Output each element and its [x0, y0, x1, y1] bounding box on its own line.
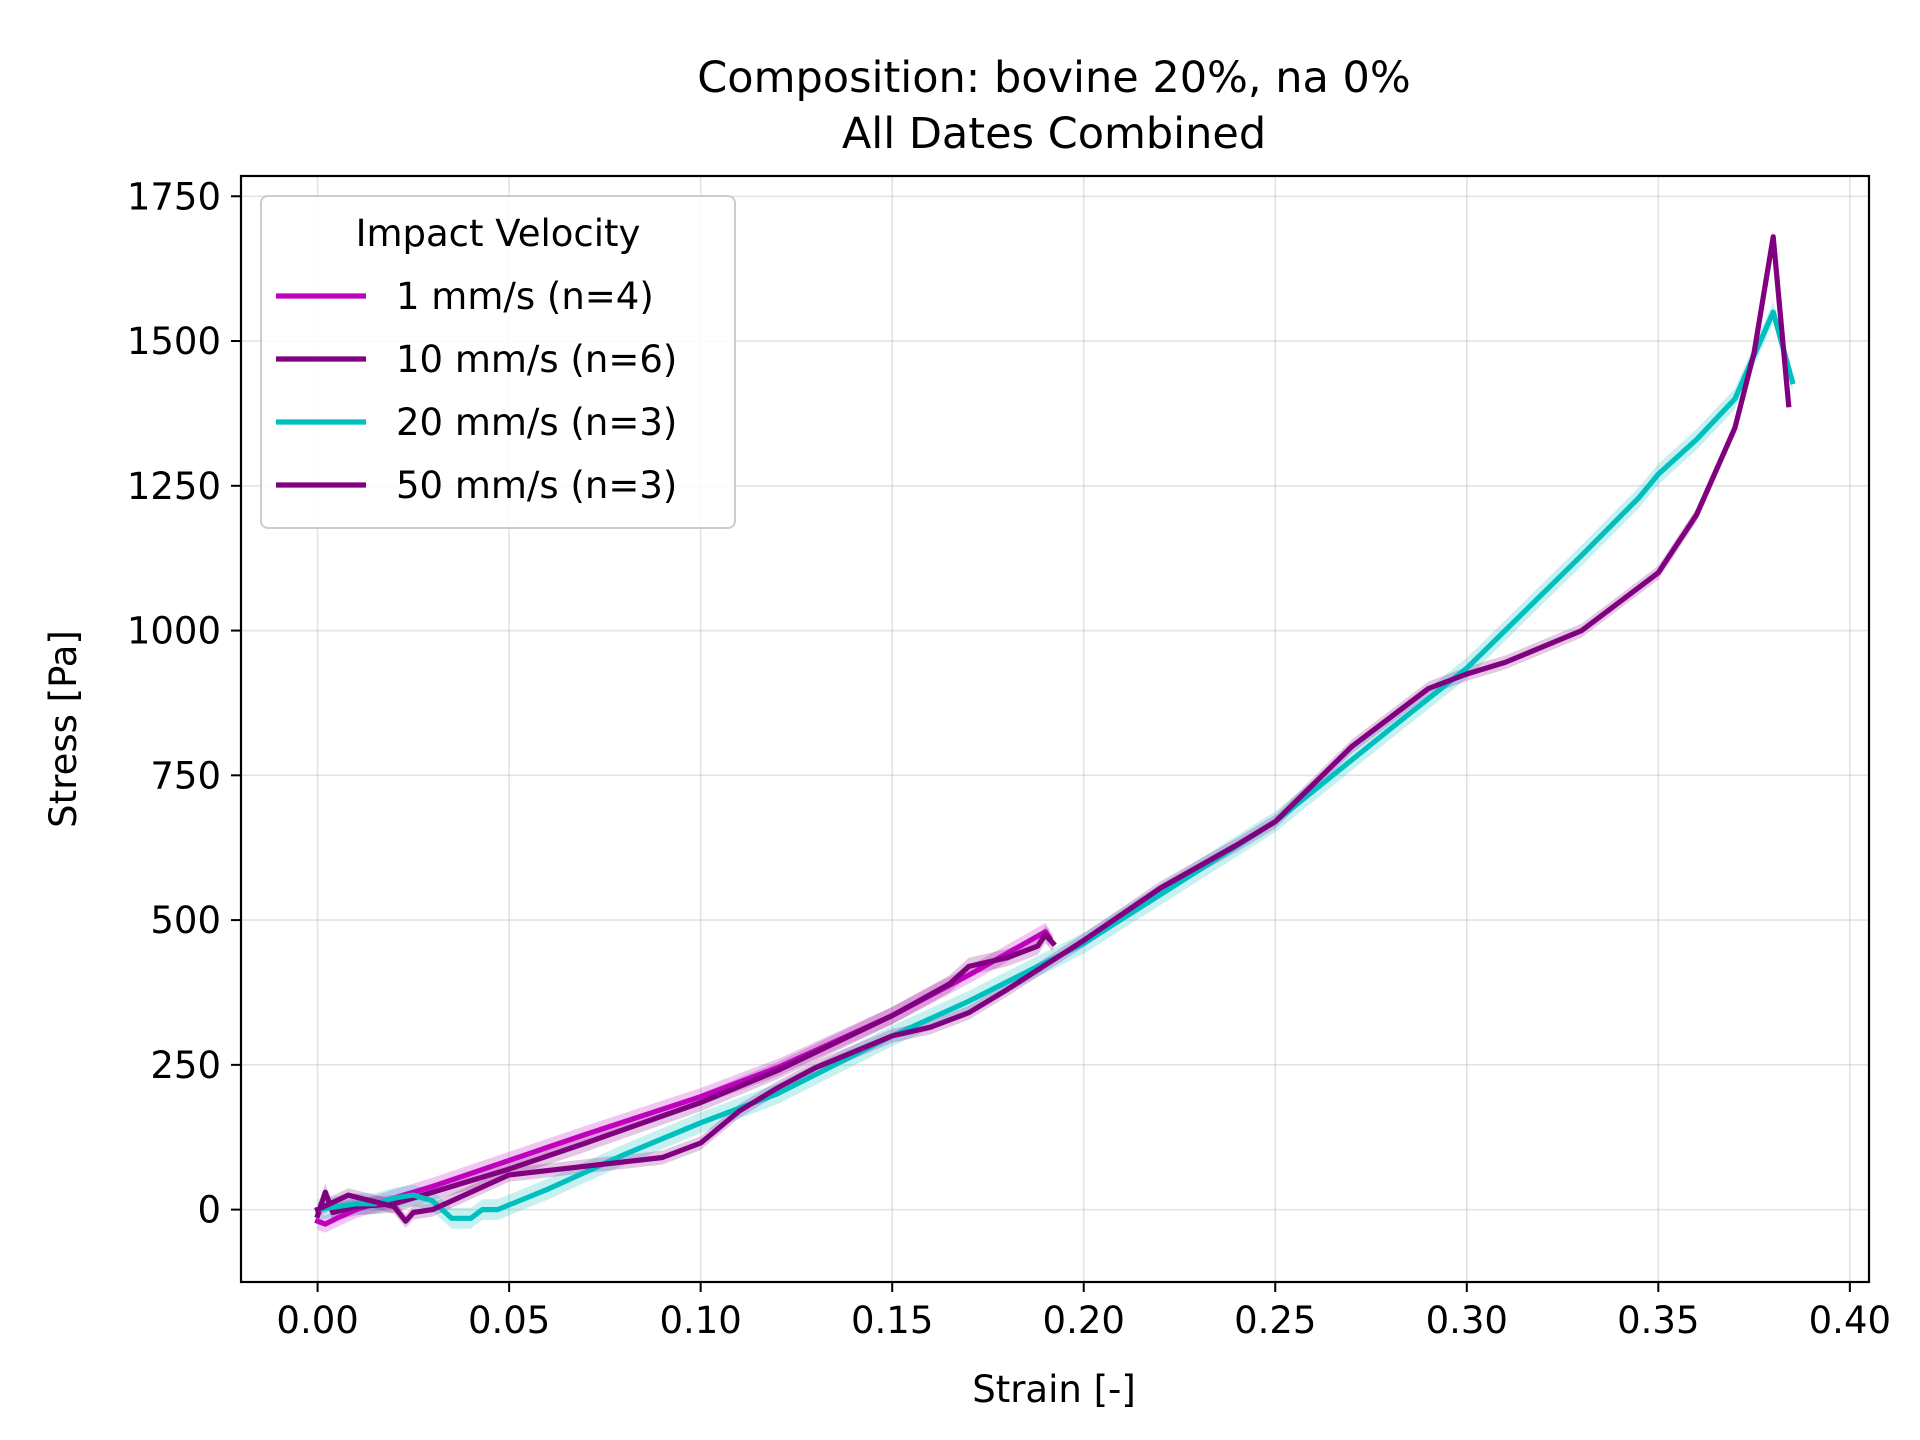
- x-axis-label: Strain [-]: [972, 1368, 1136, 1411]
- x-tick-label: 0.00: [276, 1299, 358, 1342]
- legend-label-4: 50 mm/s (n=3): [396, 464, 677, 507]
- grid-lines: [241, 176, 1869, 1282]
- legend-label-1: 1 mm/s (n=4): [396, 275, 654, 318]
- x-tick-label: 0.40: [1809, 1299, 1891, 1342]
- y-tick-label: 1750: [127, 175, 221, 218]
- series-lines: [314, 234, 1796, 1227]
- x-tick-label: 0.10: [659, 1299, 741, 1342]
- legend-box: [260, 195, 736, 529]
- y-tick-label: 750: [150, 754, 221, 797]
- series-line-1: [314, 929, 1053, 1227]
- x-tick-label: 0.35: [1617, 1299, 1699, 1342]
- chart-subtitle: All Dates Combined: [842, 109, 1266, 159]
- y-tick-label: 1250: [127, 465, 221, 508]
- y-tick-label: 0: [197, 1189, 221, 1232]
- legend: Impact Velocity 1 mm/s (n=4) 10 mm/s (n=6…: [260, 195, 736, 529]
- series-band-2: [317, 925, 1054, 1225]
- y-tick-label: 1000: [127, 610, 221, 653]
- x-axis-ticks: 0.00 0.05 0.10 0.15 0.20 0.25 0.30 0.35 0.40: [276, 1282, 1891, 1342]
- plot-frame: [239, 174, 1871, 1284]
- series-line-2: [314, 931, 1057, 1219]
- x-tick-label: 0.05: [468, 1299, 550, 1342]
- y-tick-label: 250: [150, 1044, 221, 1087]
- x-tick-label: 0.20: [1043, 1299, 1125, 1342]
- series-line-4: [314, 234, 1792, 1224]
- y-tick-label: 1500: [127, 320, 221, 363]
- legend-items: 1 mm/s (n=4) 10 mm/s (n=6) 20 mm/s (n=3) 50…: [276, 275, 677, 507]
- legend-label-3: 20 mm/s (n=3): [396, 401, 677, 444]
- y-axis-ticks: 0 250 500 750 1000 1250 1500 1750: [127, 175, 241, 1232]
- y-axis-label: Stress [Pa]: [42, 630, 85, 828]
- series-band-1: [317, 923, 1050, 1233]
- legend-title: Impact Velocity: [356, 212, 641, 255]
- x-tick-label: 0.30: [1426, 1299, 1508, 1342]
- x-tick-label: 0.25: [1234, 1299, 1316, 1342]
- chart-title: Composition: bovine 20%, na 0%: [697, 53, 1410, 103]
- legend-label-2: 10 mm/s (n=6): [396, 338, 677, 381]
- series-bands: [317, 229, 1793, 1233]
- x-tick-label: 0.15: [851, 1299, 933, 1342]
- y-tick-label: 500: [150, 899, 221, 942]
